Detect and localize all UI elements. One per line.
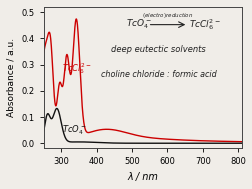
Text: deep eutectic solvents: deep eutectic solvents	[111, 45, 205, 54]
Text: $TcO_4^-$: $TcO_4^-$	[62, 124, 86, 137]
Text: $TcO_4^-$: $TcO_4^-$	[125, 18, 151, 31]
Text: $TcCl_6^{2-}$: $TcCl_6^{2-}$	[188, 17, 220, 32]
Y-axis label: Absorbance / a.u.: Absorbance / a.u.	[7, 38, 16, 117]
Text: $\mathit{(electro)reduction}$: $\mathit{(electro)reduction}$	[142, 11, 193, 20]
Text: choline chloride : formic acid: choline chloride : formic acid	[100, 70, 215, 79]
X-axis label: λ / nm: λ / nm	[127, 172, 158, 182]
Text: $TcCl_6^{2-}$: $TcCl_6^{2-}$	[62, 61, 91, 76]
